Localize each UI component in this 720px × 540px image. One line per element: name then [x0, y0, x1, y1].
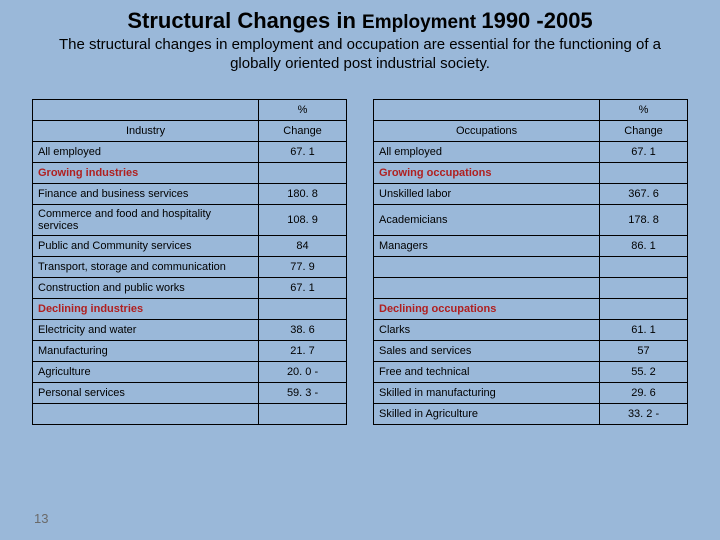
- declining-header: Declining occupations: [374, 299, 600, 320]
- table-row-label: Commerce and food and hospitality servic…: [33, 205, 259, 236]
- table-row-val: 29. 6: [600, 383, 688, 404]
- table-row-label: Free and technical: [374, 362, 600, 383]
- pct-header: %: [259, 100, 347, 121]
- table-row-val: 84: [259, 236, 347, 257]
- change-header: Change: [259, 121, 347, 142]
- table-row-val: 178. 8: [600, 205, 688, 236]
- page-number: 13: [34, 511, 48, 526]
- all-employed-val: 67. 1: [600, 142, 688, 163]
- subtitle: The structural changes in employment and…: [0, 36, 720, 82]
- table-cell: [33, 100, 259, 121]
- all-employed-val: 67. 1: [259, 142, 347, 163]
- table-row-val: 77. 9: [259, 257, 347, 278]
- table-cell: [259, 404, 347, 425]
- declining-header: Declining industries: [33, 299, 259, 320]
- table-row-label: Agriculture: [33, 362, 259, 383]
- table-row-val: 59. 3 -: [259, 383, 347, 404]
- title-part3: 1990 -2005: [481, 8, 592, 33]
- table-row-label: Unskilled labor: [374, 184, 600, 205]
- table-row-label: [374, 257, 600, 278]
- label-header: Occupations: [374, 121, 600, 142]
- all-employed-label: All employed: [374, 142, 600, 163]
- page-title: Structural Changes in Employment 1990 -2…: [0, 0, 720, 36]
- table-row-val: 108. 9: [259, 205, 347, 236]
- industry-table: %IndustryChangeAll employed67. 1Growing …: [32, 99, 347, 425]
- occupations-table: %OccupationsChangeAll employed67. 1Growi…: [373, 99, 688, 425]
- table-cell: [600, 299, 688, 320]
- table-row-val: 55. 2: [600, 362, 688, 383]
- table-row-val: 67. 1: [259, 278, 347, 299]
- table-row-label: Sales and services: [374, 341, 600, 362]
- title-part1: Structural Changes in: [127, 8, 362, 33]
- title-part2: Employment: [362, 12, 481, 33]
- table-row-label: [374, 278, 600, 299]
- table-row-val: 61. 1: [600, 320, 688, 341]
- table-row-val: 33. 2 -: [600, 404, 688, 425]
- growing-header: Growing industries: [33, 163, 259, 184]
- table-cell: [374, 100, 600, 121]
- table-row-val: [600, 278, 688, 299]
- tables-container: %IndustryChangeAll employed67. 1Growing …: [0, 81, 720, 425]
- all-employed-label: All employed: [33, 142, 259, 163]
- table-row-label: Transport, storage and communication: [33, 257, 259, 278]
- table-row-label: Finance and business services: [33, 184, 259, 205]
- table-row-val: 38. 6: [259, 320, 347, 341]
- table-row-label: Personal services: [33, 383, 259, 404]
- table-row-label: Academicians: [374, 205, 600, 236]
- table-row-val: 367. 6: [600, 184, 688, 205]
- table-row-label: Managers: [374, 236, 600, 257]
- table-cell: [259, 299, 347, 320]
- table-row-val: 20. 0 -: [259, 362, 347, 383]
- table-cell: [600, 163, 688, 184]
- change-header: Change: [600, 121, 688, 142]
- pct-header: %: [600, 100, 688, 121]
- label-header: Industry: [33, 121, 259, 142]
- table-cell: [33, 404, 259, 425]
- table-row-val: 86. 1: [600, 236, 688, 257]
- table-cell: [259, 163, 347, 184]
- table-row-val: 21. 7: [259, 341, 347, 362]
- table-row-val: [600, 257, 688, 278]
- table-row-label: Skilled in Agriculture: [374, 404, 600, 425]
- table-row-val: 57: [600, 341, 688, 362]
- table-row-val: 180. 8: [259, 184, 347, 205]
- table-row-label: Manufacturing: [33, 341, 259, 362]
- table-row-label: Clarks: [374, 320, 600, 341]
- table-row-label: Electricity and water: [33, 320, 259, 341]
- table-row-label: Construction and public works: [33, 278, 259, 299]
- growing-header: Growing occupations: [374, 163, 600, 184]
- table-row-label: Skilled in manufacturing: [374, 383, 600, 404]
- table-row-label: Public and Community services: [33, 236, 259, 257]
